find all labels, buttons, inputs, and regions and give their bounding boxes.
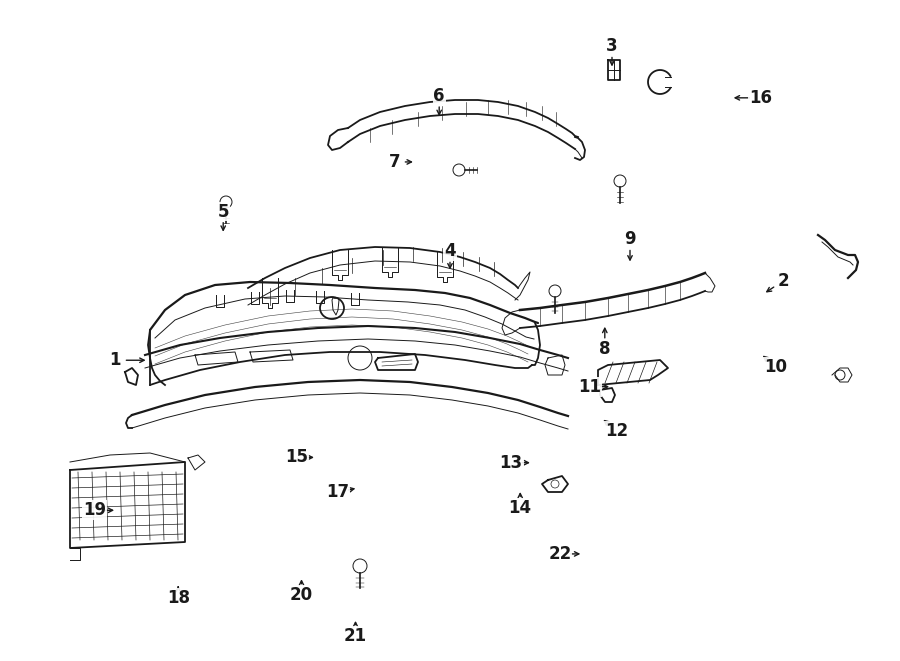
Text: 15: 15: [285, 448, 309, 467]
Text: 5: 5: [218, 202, 229, 221]
FancyArrowPatch shape: [176, 587, 180, 592]
Text: 10: 10: [764, 358, 788, 376]
Text: 20: 20: [290, 586, 313, 604]
Text: 17: 17: [326, 483, 349, 502]
FancyArrowPatch shape: [518, 494, 522, 498]
Text: 7: 7: [389, 153, 400, 171]
Text: 6: 6: [434, 87, 445, 105]
FancyArrowPatch shape: [571, 552, 579, 556]
FancyArrowPatch shape: [448, 262, 452, 268]
Text: 1: 1: [110, 351, 121, 369]
FancyArrowPatch shape: [628, 251, 632, 260]
FancyArrowPatch shape: [105, 508, 112, 512]
Text: 19: 19: [83, 501, 106, 520]
FancyArrowPatch shape: [354, 623, 357, 627]
Text: 2: 2: [778, 272, 788, 290]
Text: 13: 13: [500, 453, 523, 472]
FancyArrowPatch shape: [600, 385, 608, 389]
Text: 9: 9: [625, 230, 635, 249]
FancyArrowPatch shape: [610, 58, 614, 65]
Text: 18: 18: [166, 589, 190, 607]
Text: 3: 3: [607, 37, 617, 56]
FancyArrowPatch shape: [126, 358, 144, 362]
FancyArrowPatch shape: [605, 420, 609, 425]
Text: 16: 16: [749, 89, 772, 107]
Text: 21: 21: [344, 627, 367, 645]
FancyArrowPatch shape: [405, 160, 411, 164]
FancyArrowPatch shape: [300, 581, 303, 585]
FancyArrowPatch shape: [308, 455, 312, 459]
FancyArrowPatch shape: [767, 287, 774, 292]
Text: 4: 4: [445, 242, 455, 260]
FancyArrowPatch shape: [603, 329, 607, 338]
FancyArrowPatch shape: [437, 107, 441, 114]
Text: 11: 11: [578, 377, 601, 396]
Text: 22: 22: [548, 545, 572, 563]
FancyArrowPatch shape: [522, 461, 528, 465]
Text: 14: 14: [508, 498, 532, 517]
FancyArrowPatch shape: [764, 356, 769, 361]
Text: 8: 8: [599, 340, 610, 358]
FancyArrowPatch shape: [348, 488, 354, 492]
FancyArrowPatch shape: [221, 223, 225, 230]
Text: 12: 12: [605, 422, 628, 440]
FancyArrowPatch shape: [735, 96, 750, 100]
